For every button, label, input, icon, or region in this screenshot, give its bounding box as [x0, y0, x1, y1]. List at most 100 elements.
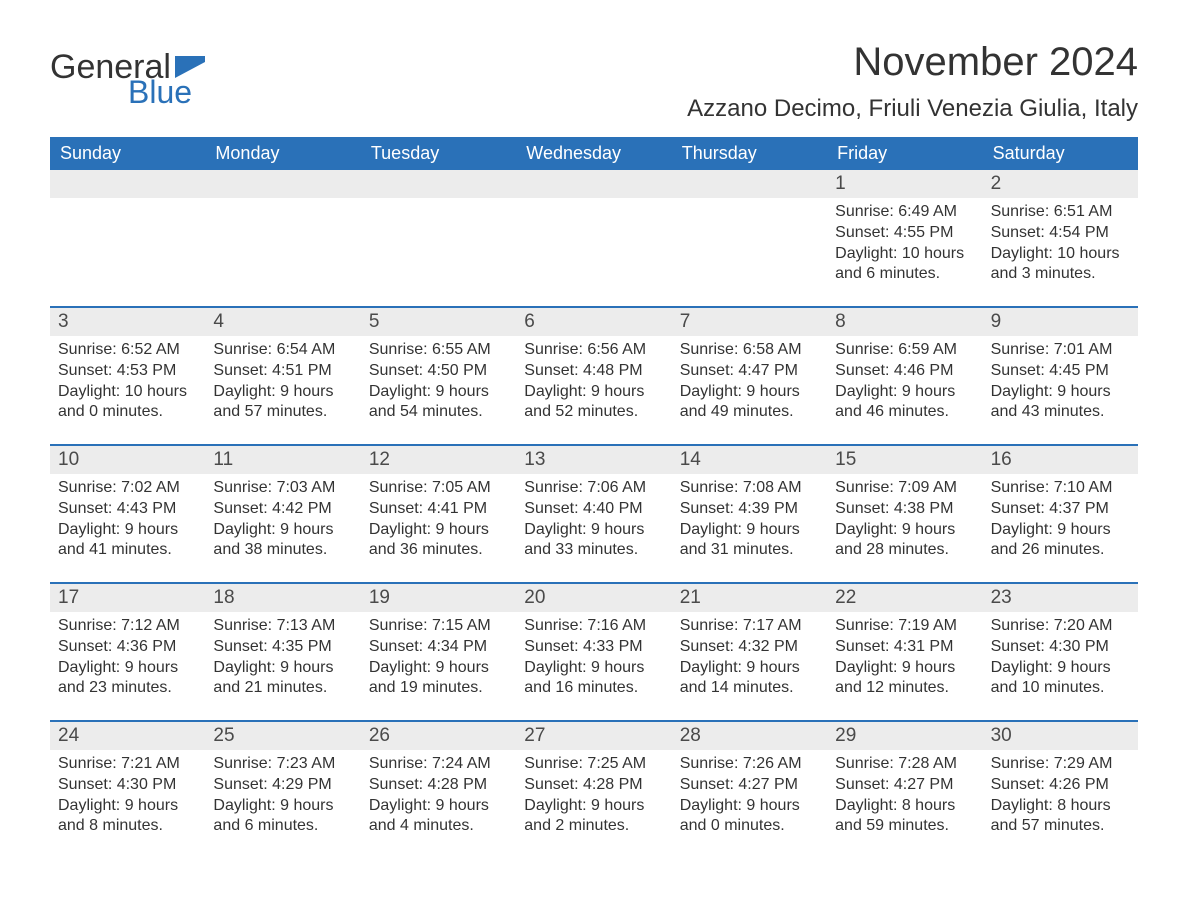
- sunset-text: Sunset: 4:27 PM: [680, 775, 819, 796]
- calendar-cell-empty: [516, 170, 671, 296]
- day-number: 12: [361, 446, 516, 474]
- sunset-text: Sunset: 4:28 PM: [369, 775, 508, 796]
- daylight-text: Daylight: 9 hours and 49 minutes.: [680, 382, 819, 424]
- daylight-text: Daylight: 9 hours and 8 minutes.: [58, 796, 197, 838]
- daylight-text: Daylight: 8 hours and 59 minutes.: [835, 796, 974, 838]
- day-body: [516, 198, 671, 206]
- day-body: Sunrise: 7:08 AMSunset: 4:39 PMDaylight:…: [672, 474, 827, 565]
- daylight-text: Daylight: 9 hours and 19 minutes.: [369, 658, 508, 700]
- sunset-text: Sunset: 4:35 PM: [213, 637, 352, 658]
- calendar-cell: 25Sunrise: 7:23 AMSunset: 4:29 PMDayligh…: [205, 722, 360, 848]
- day-number: 15: [827, 446, 982, 474]
- day-number: 18: [205, 584, 360, 612]
- sunset-text: Sunset: 4:29 PM: [213, 775, 352, 796]
- sunrise-text: Sunrise: 7:25 AM: [524, 754, 663, 775]
- calendar-cell: 11Sunrise: 7:03 AMSunset: 4:42 PMDayligh…: [205, 446, 360, 572]
- sunrise-text: Sunrise: 7:08 AM: [680, 478, 819, 499]
- day-body: Sunrise: 7:09 AMSunset: 4:38 PMDaylight:…: [827, 474, 982, 565]
- sunset-text: Sunset: 4:26 PM: [991, 775, 1130, 796]
- day-body: [361, 198, 516, 206]
- sunrise-text: Sunrise: 6:55 AM: [369, 340, 508, 361]
- day-body: Sunrise: 7:15 AMSunset: 4:34 PMDaylight:…: [361, 612, 516, 703]
- day-body: Sunrise: 7:12 AMSunset: 4:36 PMDaylight:…: [50, 612, 205, 703]
- sunset-text: Sunset: 4:28 PM: [524, 775, 663, 796]
- day-body: Sunrise: 7:29 AMSunset: 4:26 PMDaylight:…: [983, 750, 1138, 841]
- calendar-cell-empty: [672, 170, 827, 296]
- sunrise-text: Sunrise: 7:03 AM: [213, 478, 352, 499]
- daylight-text: Daylight: 9 hours and 4 minutes.: [369, 796, 508, 838]
- day-body: Sunrise: 7:02 AMSunset: 4:43 PMDaylight:…: [50, 474, 205, 565]
- sunrise-text: Sunrise: 6:56 AM: [524, 340, 663, 361]
- sunset-text: Sunset: 4:37 PM: [991, 499, 1130, 520]
- weeks-container: 1Sunrise: 6:49 AMSunset: 4:55 PMDaylight…: [50, 170, 1138, 848]
- daylight-text: Daylight: 8 hours and 57 minutes.: [991, 796, 1130, 838]
- day-of-week: Thursday: [672, 137, 827, 170]
- sunset-text: Sunset: 4:32 PM: [680, 637, 819, 658]
- sunset-text: Sunset: 4:30 PM: [58, 775, 197, 796]
- day-body: Sunrise: 7:01 AMSunset: 4:45 PMDaylight:…: [983, 336, 1138, 427]
- sunset-text: Sunset: 4:34 PM: [369, 637, 508, 658]
- calendar-cell: 20Sunrise: 7:16 AMSunset: 4:33 PMDayligh…: [516, 584, 671, 710]
- daylight-text: Daylight: 9 hours and 31 minutes.: [680, 520, 819, 562]
- day-number: 9: [983, 308, 1138, 336]
- calendar-cell: 10Sunrise: 7:02 AMSunset: 4:43 PMDayligh…: [50, 446, 205, 572]
- calendar-cell: 3Sunrise: 6:52 AMSunset: 4:53 PMDaylight…: [50, 308, 205, 434]
- week-row: 3Sunrise: 6:52 AMSunset: 4:53 PMDaylight…: [50, 306, 1138, 434]
- day-number: 5: [361, 308, 516, 336]
- day-body: Sunrise: 7:21 AMSunset: 4:30 PMDaylight:…: [50, 750, 205, 841]
- sunrise-text: Sunrise: 7:02 AM: [58, 478, 197, 499]
- sunrise-text: Sunrise: 6:59 AM: [835, 340, 974, 361]
- day-body: Sunrise: 6:54 AMSunset: 4:51 PMDaylight:…: [205, 336, 360, 427]
- day-of-week: Saturday: [983, 137, 1138, 170]
- sunrise-text: Sunrise: 6:54 AM: [213, 340, 352, 361]
- sunrise-text: Sunrise: 7:01 AM: [991, 340, 1130, 361]
- day-number: 1: [827, 170, 982, 198]
- sunset-text: Sunset: 4:36 PM: [58, 637, 197, 658]
- day-number: 24: [50, 722, 205, 750]
- day-body: Sunrise: 7:25 AMSunset: 4:28 PMDaylight:…: [516, 750, 671, 841]
- sunrise-text: Sunrise: 7:24 AM: [369, 754, 508, 775]
- sunrise-text: Sunrise: 7:17 AM: [680, 616, 819, 637]
- day-number: 13: [516, 446, 671, 474]
- sunset-text: Sunset: 4:47 PM: [680, 361, 819, 382]
- day-number: [672, 170, 827, 198]
- day-number: 4: [205, 308, 360, 336]
- day-body: [205, 198, 360, 206]
- day-body: Sunrise: 7:06 AMSunset: 4:40 PMDaylight:…: [516, 474, 671, 565]
- daylight-text: Daylight: 9 hours and 26 minutes.: [991, 520, 1130, 562]
- daylight-text: Daylight: 9 hours and 54 minutes.: [369, 382, 508, 424]
- sunset-text: Sunset: 4:50 PM: [369, 361, 508, 382]
- day-body: Sunrise: 6:58 AMSunset: 4:47 PMDaylight:…: [672, 336, 827, 427]
- sunrise-text: Sunrise: 6:51 AM: [991, 202, 1130, 223]
- day-body: Sunrise: 6:51 AMSunset: 4:54 PMDaylight:…: [983, 198, 1138, 289]
- sunrise-text: Sunrise: 6:49 AM: [835, 202, 974, 223]
- day-body: Sunrise: 7:17 AMSunset: 4:32 PMDaylight:…: [672, 612, 827, 703]
- daylight-text: Daylight: 9 hours and 23 minutes.: [58, 658, 197, 700]
- day-body: Sunrise: 7:23 AMSunset: 4:29 PMDaylight:…: [205, 750, 360, 841]
- calendar-cell: 4Sunrise: 6:54 AMSunset: 4:51 PMDaylight…: [205, 308, 360, 434]
- week-row: 10Sunrise: 7:02 AMSunset: 4:43 PMDayligh…: [50, 444, 1138, 572]
- calendar-cell: 1Sunrise: 6:49 AMSunset: 4:55 PMDaylight…: [827, 170, 982, 296]
- sunrise-text: Sunrise: 6:52 AM: [58, 340, 197, 361]
- calendar-cell: 18Sunrise: 7:13 AMSunset: 4:35 PMDayligh…: [205, 584, 360, 710]
- day-number: 6: [516, 308, 671, 336]
- sunrise-text: Sunrise: 7:23 AM: [213, 754, 352, 775]
- sunrise-text: Sunrise: 7:20 AM: [991, 616, 1130, 637]
- day-number: 16: [983, 446, 1138, 474]
- daylight-text: Daylight: 9 hours and 10 minutes.: [991, 658, 1130, 700]
- daylight-text: Daylight: 9 hours and 2 minutes.: [524, 796, 663, 838]
- day-body: Sunrise: 7:26 AMSunset: 4:27 PMDaylight:…: [672, 750, 827, 841]
- daylight-text: Daylight: 9 hours and 16 minutes.: [524, 658, 663, 700]
- sunset-text: Sunset: 4:54 PM: [991, 223, 1130, 244]
- sunrise-text: Sunrise: 7:06 AM: [524, 478, 663, 499]
- day-number: 30: [983, 722, 1138, 750]
- daylight-text: Daylight: 10 hours and 3 minutes.: [991, 244, 1130, 286]
- sunset-text: Sunset: 4:38 PM: [835, 499, 974, 520]
- day-body: Sunrise: 6:59 AMSunset: 4:46 PMDaylight:…: [827, 336, 982, 427]
- sunrise-text: Sunrise: 7:12 AM: [58, 616, 197, 637]
- day-number: [50, 170, 205, 198]
- calendar-cell: 17Sunrise: 7:12 AMSunset: 4:36 PMDayligh…: [50, 584, 205, 710]
- week-row: 17Sunrise: 7:12 AMSunset: 4:36 PMDayligh…: [50, 582, 1138, 710]
- calendar-cell: 8Sunrise: 6:59 AMSunset: 4:46 PMDaylight…: [827, 308, 982, 434]
- day-body: Sunrise: 7:24 AMSunset: 4:28 PMDaylight:…: [361, 750, 516, 841]
